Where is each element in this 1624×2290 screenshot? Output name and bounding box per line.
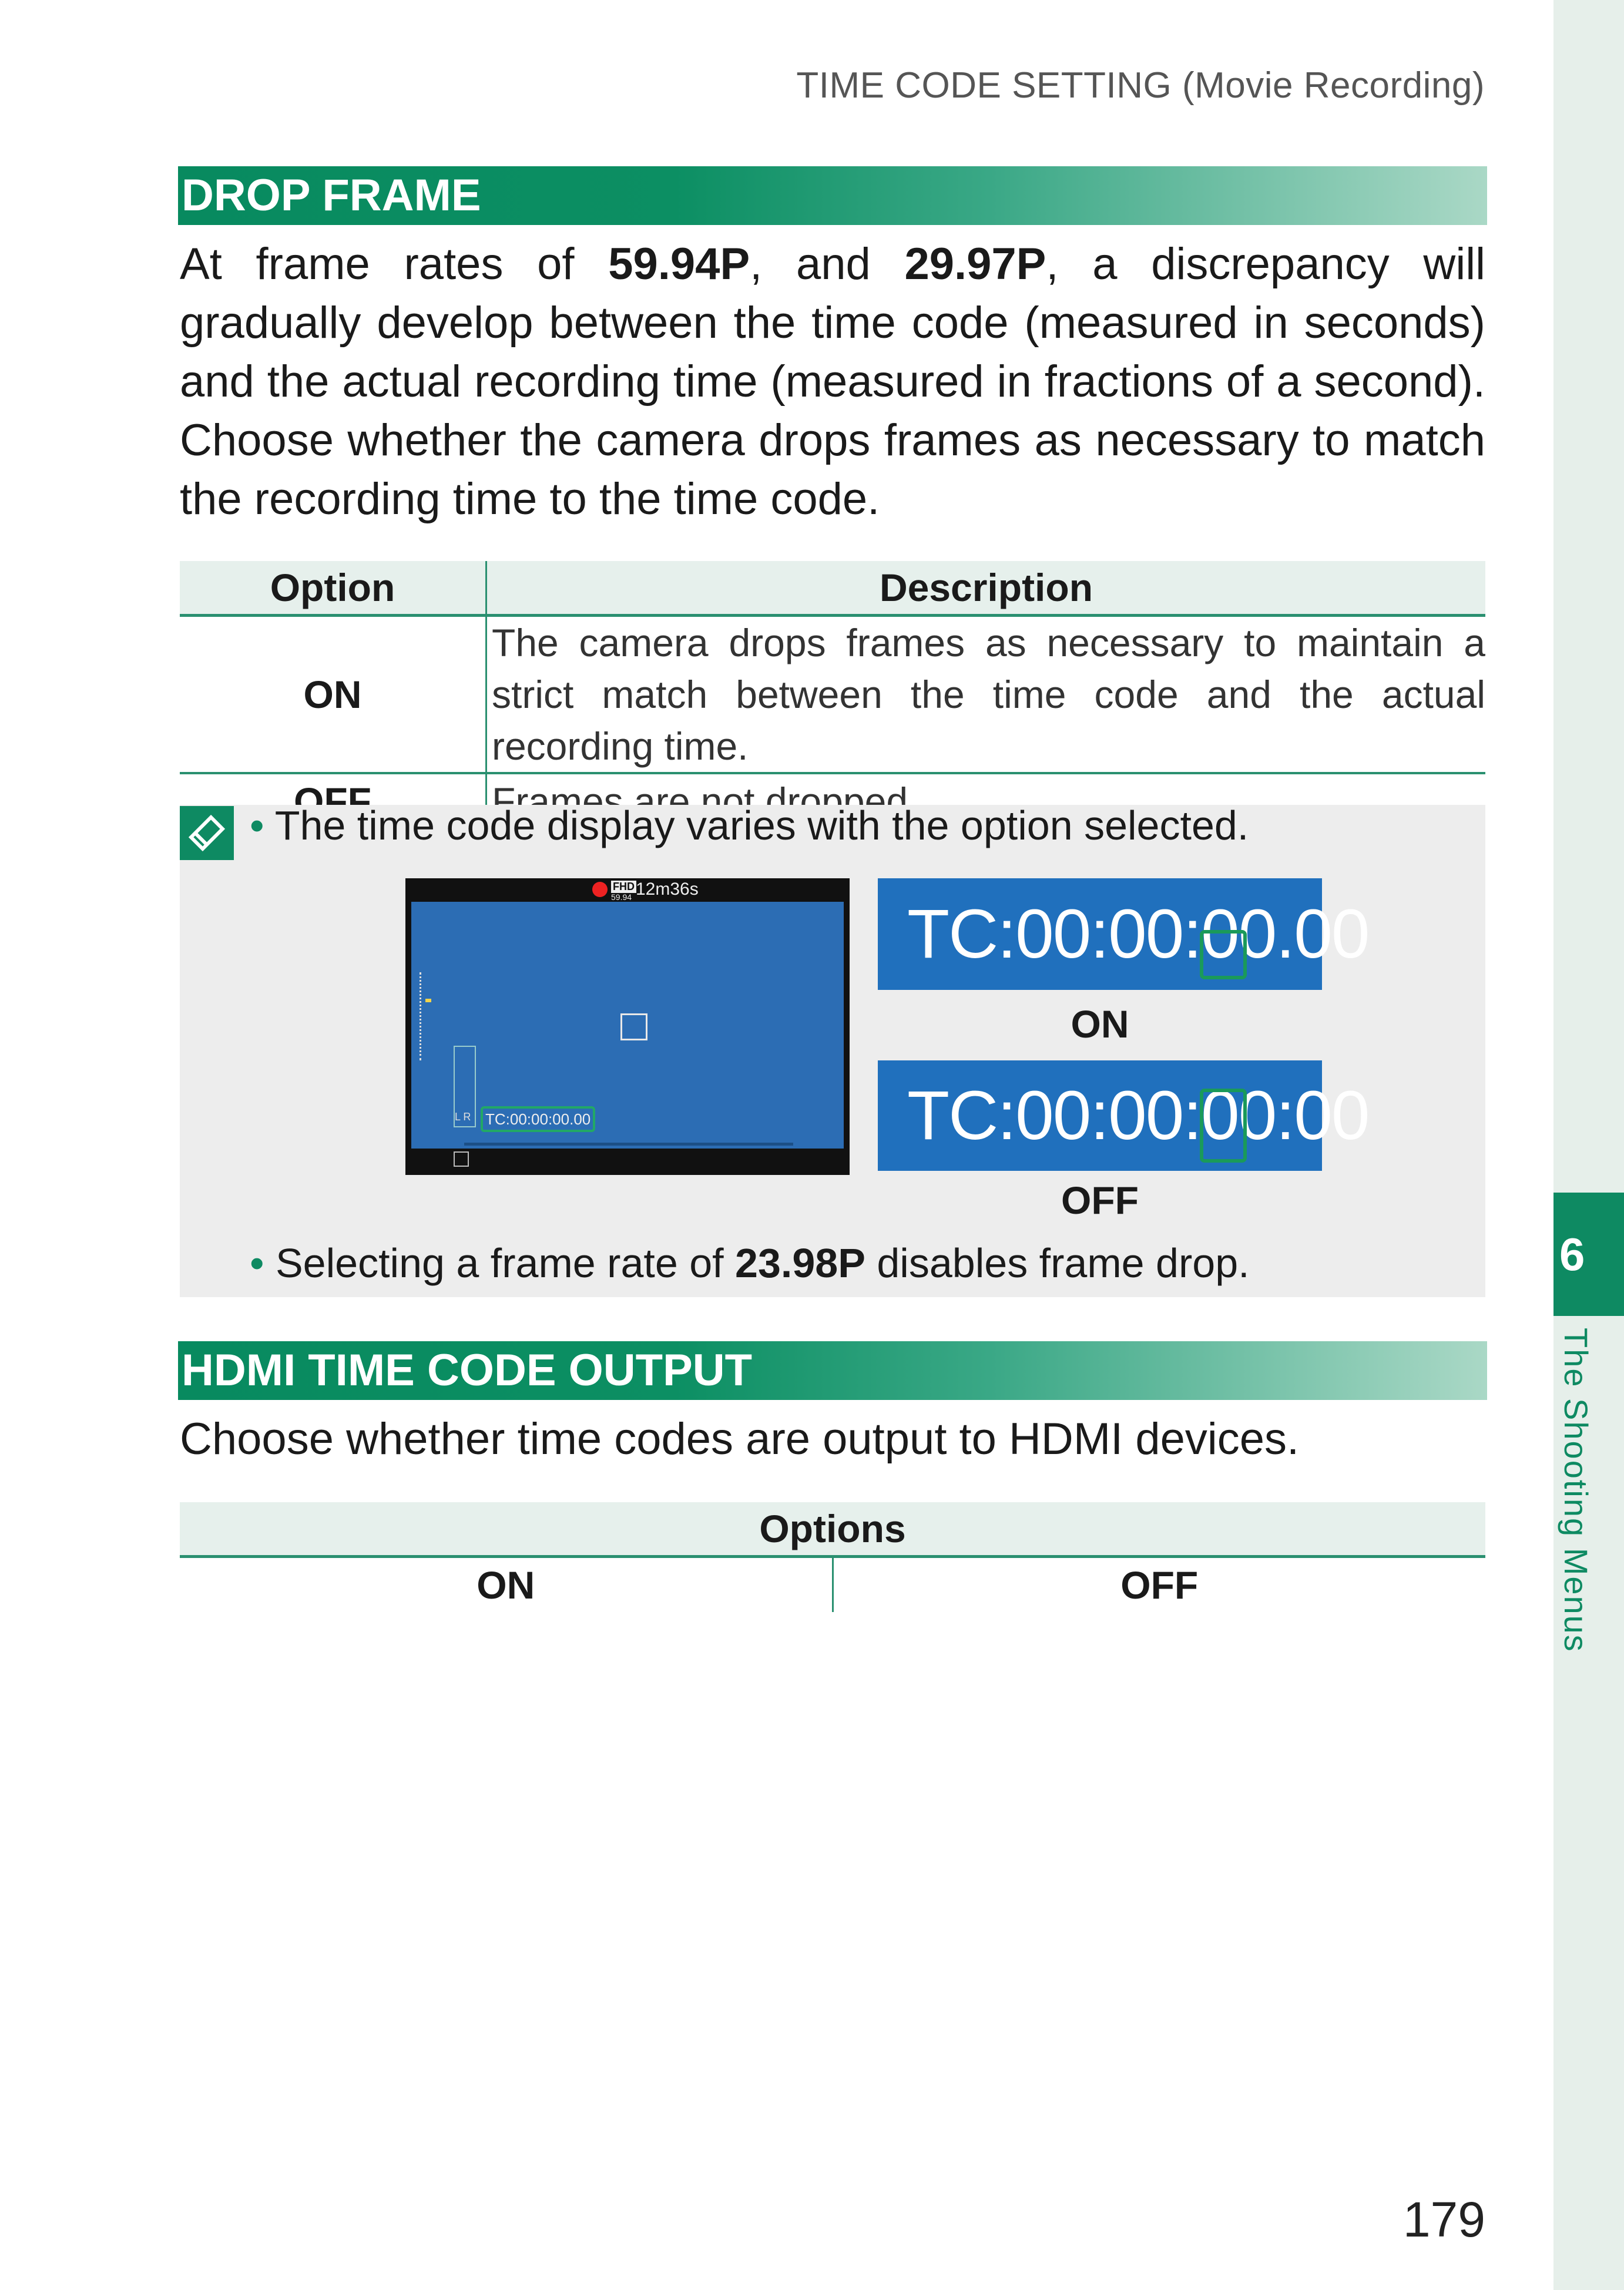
- option-cell: OFF: [1120, 1563, 1199, 1607]
- audio-level-meter: [454, 1046, 476, 1127]
- running-head: TIME CODE SETTING (Movie Recording): [796, 65, 1485, 106]
- separator-highlight-off: [1200, 1089, 1247, 1163]
- col-description-header: Description: [486, 561, 1485, 617]
- table-row: ON OFF: [180, 1556, 1485, 1612]
- hdmi-options-table: Options ON OFF: [180, 1502, 1485, 1612]
- drop-frame-intro: At frame rates of 59.94P, and 29.97P, a …: [180, 239, 1485, 524]
- note-bullet-1: • The time code display varies with the …: [250, 802, 1249, 848]
- record-dot-icon: [592, 882, 608, 897]
- option-cell: ON: [180, 615, 487, 774]
- note-pencil-icon: [180, 806, 234, 860]
- remaining-time: 12m36s: [636, 879, 699, 899]
- drop-frame-heading: DROP FRAME: [178, 166, 1487, 225]
- options-header: Options: [180, 1502, 1485, 1558]
- audio-channel-labels: L R: [455, 1111, 471, 1123]
- camera-live-view: L R TC:00:00:00.00: [411, 902, 844, 1149]
- exposure-indicator: [425, 999, 431, 1002]
- timecode-small-display: TC:00:00:00.00: [481, 1106, 596, 1132]
- option-cell: ON: [180, 1556, 834, 1612]
- hdmi-heading: HDMI TIME CODE OUTPUT: [178, 1341, 1487, 1400]
- page-number: 179: [1402, 2192, 1485, 2247]
- separator-highlight-on: [1200, 930, 1247, 979]
- timecode-off-label: OFF: [1061, 1178, 1139, 1222]
- chapter-number-tab: 6: [1553, 1193, 1624, 1316]
- timecode-separator-off: :: [1276, 1077, 1295, 1154]
- timecode-on-label: ON: [1071, 1002, 1129, 1046]
- drop-frame-table: Option Description ON The camera drops f…: [180, 561, 1485, 828]
- rate-59-94: 59.94P: [608, 239, 750, 289]
- grid-icon: [454, 1151, 469, 1167]
- focus-frame-icon: [620, 1013, 647, 1040]
- exposure-scale: [420, 972, 426, 1060]
- camera-status-bar: FHD 59.94 12m36s: [405, 878, 850, 902]
- note-bullet-2: • Selecting a frame rate of 23.98P disab…: [250, 1240, 1250, 1286]
- timecode-on-display: TC:00:00:00. 00: [878, 878, 1370, 990]
- camera-screen-illustration: FHD 59.94 12m36s L R TC:00:00:00.00: [405, 878, 850, 1175]
- rate-29-97: 29.97P: [904, 239, 1046, 289]
- description-cell: The camera drops frames as necessary to …: [486, 615, 1485, 774]
- progress-line: [464, 1143, 793, 1146]
- chapter-side-strip: [1553, 0, 1624, 2290]
- timecode-separator-on: .: [1276, 895, 1295, 973]
- rate-23-98: 23.98P: [735, 1240, 865, 1286]
- table-row: ON The camera drops frames as necessary …: [180, 615, 1485, 774]
- timecode-off-display: TC:00:00:00:00: [878, 1060, 1370, 1171]
- hdmi-intro: Choose whether time codes are output to …: [180, 1414, 1300, 1464]
- fhd-badge: FHD: [611, 881, 636, 893]
- col-option-header: Option: [180, 561, 487, 617]
- chapter-title: The Shooting Menus: [1558, 1328, 1595, 1653]
- frame-rate-small: 59.94: [611, 892, 632, 902]
